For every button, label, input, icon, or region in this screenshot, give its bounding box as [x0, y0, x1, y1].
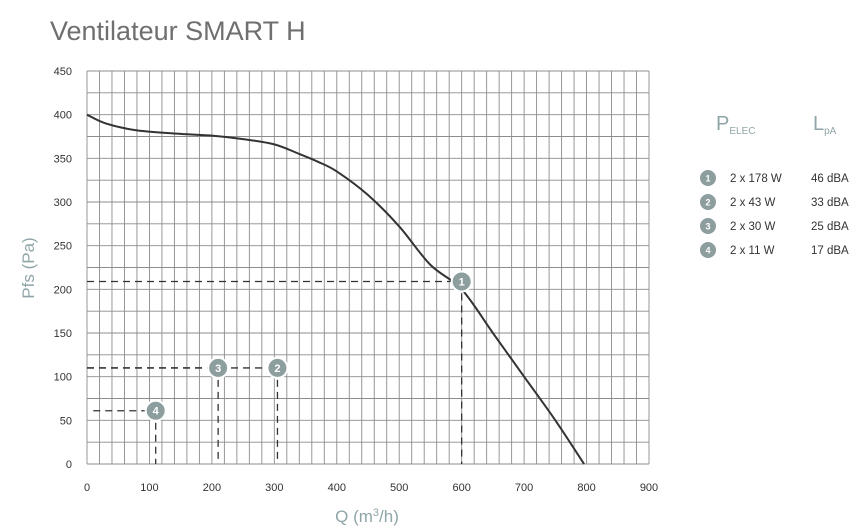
- legend-header-power-main: P: [716, 113, 729, 135]
- legend-noise: 25 dBA: [811, 221, 849, 233]
- legend-header-noise-main: L: [813, 113, 824, 135]
- curve-layer: [86, 113, 585, 465]
- legend-header-noise: LpA: [813, 113, 837, 137]
- legend-power: 2 x 43 W: [730, 197, 776, 209]
- x-tick-label: 0: [84, 482, 90, 494]
- legend-badge: [700, 194, 716, 210]
- y-tick-label: 250: [54, 241, 72, 253]
- legend-rows: 1 2 x 178 W 46 dBA 2 2 x 43 W 33 dBA 3 2 x 30 W…: [700, 170, 849, 258]
- x-tick-label: 800: [577, 482, 595, 494]
- legend-row-3: 3 2 x 30 W 25 dBA: [700, 218, 849, 234]
- operating-point-marker: [144, 399, 167, 422]
- x-tick-label: 700: [515, 482, 533, 494]
- tick-labels: 0 100 200 300 400 500 600 700 800 900 0 50 100 150 200…: [54, 66, 659, 494]
- legend-noise: 33 dBA: [811, 197, 849, 209]
- legend: PELEC LpA 1 2 x 178 W 46 dBA 2 2 x 43 W 33 dB…: [700, 113, 849, 258]
- operating-point-2: 2: [266, 356, 289, 379]
- operating-points: 1 2 3 4: [144, 270, 473, 422]
- x-axis-label: Q (m3/h): [335, 507, 399, 526]
- x-tick-label: 600: [452, 482, 470, 494]
- operating-point-3: 3: [207, 356, 230, 379]
- x-tick-label: 400: [328, 482, 346, 494]
- y-tick-label: 300: [54, 197, 72, 209]
- legend-row-4: 4 2 x 11 W 17 dBA: [700, 242, 849, 258]
- y-tick-label: 100: [54, 372, 72, 384]
- x-tick-label: 300: [265, 482, 283, 494]
- y-tick-label: 400: [54, 110, 72, 122]
- y-tick-label: 350: [54, 153, 72, 165]
- fan-curve-line: [86, 113, 585, 465]
- y-axis-label: Pfs (Pa): [19, 237, 38, 298]
- y-tick-label: 150: [54, 328, 72, 340]
- y-tick-label: 450: [54, 66, 72, 78]
- operating-point-marker: [450, 270, 473, 293]
- x-tick-label: 200: [203, 482, 221, 494]
- operating-point-label: 4: [153, 406, 160, 418]
- legend-badge-label: 3: [705, 222, 710, 232]
- legend-badge: [700, 170, 716, 186]
- x-tick-label: 900: [640, 482, 658, 494]
- operating-point-marker: [207, 356, 230, 379]
- operating-point-4: 4: [144, 399, 167, 422]
- y-tick-label: 200: [54, 284, 72, 296]
- legend-badge-label: 4: [705, 246, 710, 256]
- legend-power: 2 x 178 W: [730, 173, 782, 185]
- legend-badge: [700, 242, 716, 258]
- operating-point-1: 1: [450, 270, 473, 293]
- y-tick-label: 50: [60, 415, 72, 427]
- operating-point-label: 1: [459, 276, 465, 288]
- legend-power: 2 x 30 W: [730, 221, 776, 233]
- legend-header-power: PELEC: [716, 113, 755, 137]
- legend-noise: 17 dBA: [811, 245, 849, 257]
- legend-noise: 46 dBA: [811, 173, 849, 185]
- legend-power: 2 x 11 W: [730, 245, 775, 257]
- y-tick-label: 0: [66, 459, 72, 471]
- legend-badge-label: 1: [705, 174, 710, 184]
- legend-badge: [700, 218, 716, 234]
- legend-header-power-sub: ELEC: [729, 126, 755, 137]
- legend-row-2: 2 2 x 43 W 33 dBA: [700, 194, 849, 210]
- x-tick-label: 500: [390, 482, 408, 494]
- legend-header-noise-sub: pA: [824, 126, 837, 137]
- x-axis-label-superscript: 3: [373, 507, 379, 519]
- x-axis-label-tail: /h): [379, 507, 399, 526]
- operating-point-label: 2: [274, 363, 280, 375]
- chart-title: Ventilateur SMART H: [50, 16, 306, 46]
- legend-row-1: 1 2 x 178 W 46 dBA: [700, 170, 849, 186]
- operating-point-label: 3: [215, 363, 221, 375]
- x-axis-label-base: Q (m: [335, 507, 373, 526]
- operating-point-marker: [266, 356, 289, 379]
- grid: [86, 70, 650, 465]
- legend-badge-label: 2: [705, 198, 710, 208]
- x-tick-label: 100: [140, 482, 158, 494]
